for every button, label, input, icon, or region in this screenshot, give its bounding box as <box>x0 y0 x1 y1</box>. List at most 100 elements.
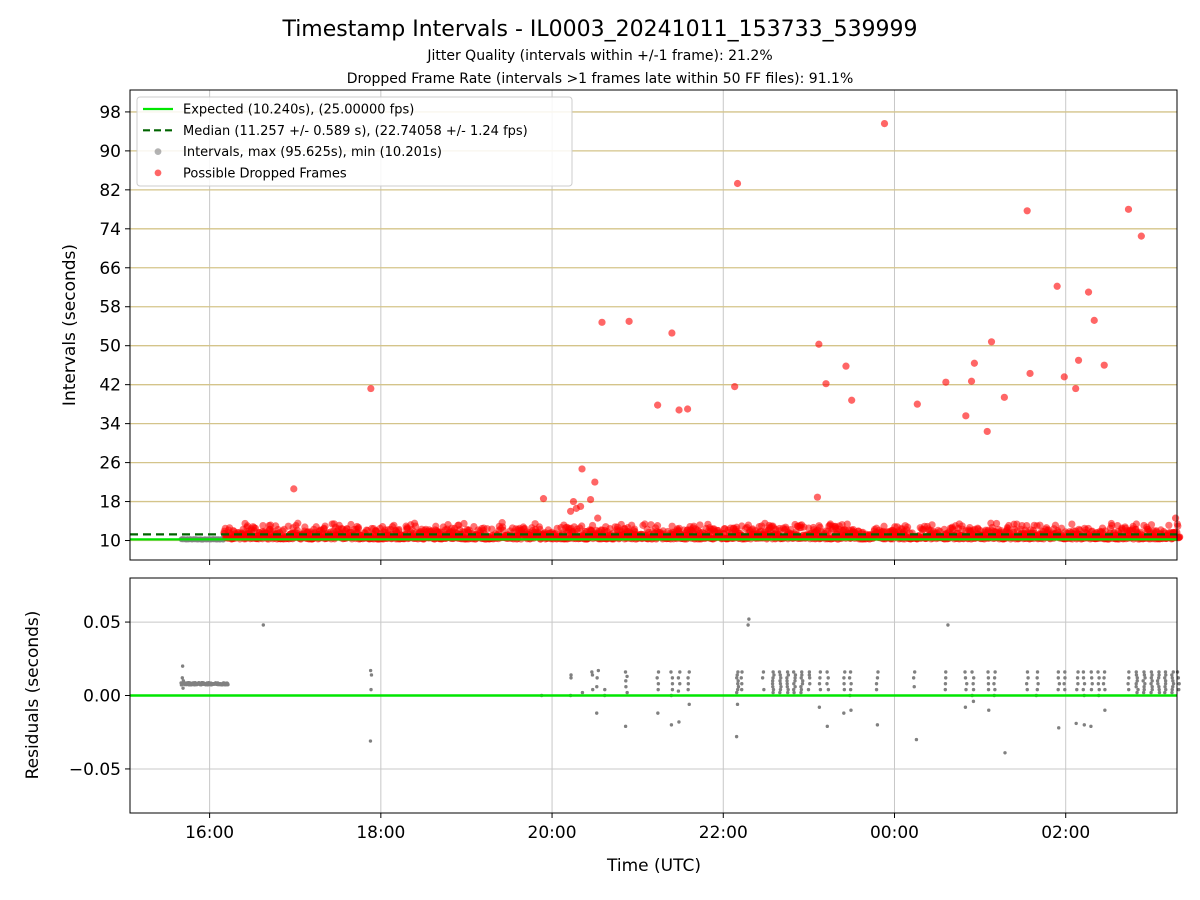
residual-point <box>686 687 690 692</box>
residual-point <box>786 687 790 692</box>
residual-point <box>992 676 997 680</box>
residual-point <box>1170 690 1174 695</box>
top-ytick-label: 18 <box>99 493 121 513</box>
residual-point <box>1150 687 1154 692</box>
residual-point <box>1149 690 1153 695</box>
residual-point <box>656 711 660 715</box>
residual-point <box>963 705 968 709</box>
dropped-frame-point <box>983 427 991 436</box>
residual-point <box>623 724 628 729</box>
residual-point <box>1134 682 1138 686</box>
residual-point <box>762 687 766 692</box>
residual-point <box>735 690 739 695</box>
residual-point <box>1056 676 1061 680</box>
dropped-frame-point <box>962 412 970 420</box>
residual-point <box>965 682 969 686</box>
residual-point <box>842 711 846 715</box>
residual-point <box>1170 687 1174 692</box>
legend-label: Median (11.257 +/- 0.589 s), (22.74058 +… <box>183 124 528 139</box>
residual-point <box>1134 673 1139 677</box>
dropped-frame-point <box>942 378 950 386</box>
dropped-frame-point <box>259 522 267 530</box>
residual-point <box>964 687 968 692</box>
residual-point <box>970 670 974 674</box>
residual-point <box>946 623 950 627</box>
residual-point <box>625 674 629 679</box>
residual-point <box>1089 670 1093 674</box>
residual-point <box>369 673 374 677</box>
residual-point <box>1135 690 1139 695</box>
residual-point <box>1164 673 1168 677</box>
residual-point <box>1082 682 1087 686</box>
residual-point <box>740 682 744 686</box>
residual-point <box>1141 679 1145 683</box>
residual-point <box>1136 687 1140 692</box>
residual-point <box>943 682 948 686</box>
residual-point <box>771 684 775 689</box>
residual-point <box>1163 679 1168 683</box>
dropped-frame-point <box>1174 522 1182 530</box>
intervals-panel: 10 18 26 34 42 50 58 66 74 82 90 98 Expected (10.240… <box>99 89 1184 565</box>
top-ytick-label: 74 <box>99 220 121 240</box>
residual-point <box>261 623 266 627</box>
residual-point <box>761 670 766 674</box>
top-ytick-label: 66 <box>99 259 121 279</box>
residual-point <box>1025 687 1029 692</box>
residual-point <box>1003 751 1007 755</box>
residual-point <box>1142 673 1147 677</box>
residual-point <box>808 682 812 686</box>
dropped-frame-point <box>913 400 921 408</box>
residual-point <box>686 682 691 686</box>
residual-point <box>591 687 595 692</box>
residual-point <box>1056 687 1060 692</box>
dropped-frame-point <box>1176 533 1184 541</box>
bottom-xtick-label: 20:00 <box>528 823 577 843</box>
residual-point <box>1062 682 1066 686</box>
residual-point <box>746 623 750 627</box>
residual-point <box>1150 684 1154 689</box>
residual-point <box>971 682 975 686</box>
residual-point <box>1175 670 1180 674</box>
residual-point <box>595 676 599 680</box>
dropped-frame-point <box>539 495 548 503</box>
residual-point <box>771 690 775 695</box>
dropped-frame-point <box>1137 232 1145 240</box>
residual-point <box>624 679 628 683</box>
residual-point <box>770 679 775 683</box>
dropped-frame-point <box>813 493 822 501</box>
dropped-frame-point <box>903 523 912 531</box>
residual-point <box>1170 676 1174 680</box>
dropped-frame-point <box>569 497 578 506</box>
residual-point <box>1096 682 1101 686</box>
dropped-frame-point <box>460 519 468 528</box>
top-ytick-label: 90 <box>99 142 121 162</box>
residual-point <box>1135 676 1139 680</box>
residual-point <box>676 689 681 693</box>
residual-point <box>1103 708 1107 712</box>
residual-point <box>226 682 230 687</box>
residual-point <box>786 690 790 695</box>
dropped-frame-point <box>578 465 586 473</box>
chart-subtitle-jitter: Jitter Quality (intervals within +/-1 fr… <box>426 48 772 64</box>
residual-point <box>1127 670 1131 674</box>
residual-point <box>1163 682 1168 686</box>
residual-point <box>1075 676 1080 680</box>
residual-point <box>1164 687 1168 692</box>
residual-point <box>1090 682 1094 686</box>
residual-point <box>1157 670 1161 674</box>
residual-point <box>1156 676 1161 680</box>
residual-point <box>1089 687 1094 692</box>
dropped-frame-point <box>822 380 830 388</box>
residual-point <box>1171 679 1175 683</box>
residual-point <box>1057 726 1061 730</box>
residual-point <box>625 690 629 695</box>
dropped-frame-point <box>1060 373 1068 381</box>
residual-point <box>670 687 675 692</box>
residual-point <box>181 679 186 683</box>
top-ytick-label: 82 <box>99 181 121 201</box>
residual-point <box>1134 684 1138 689</box>
residual-point <box>1149 670 1154 674</box>
dropped-frame-point <box>684 405 692 413</box>
residual-point <box>785 676 789 680</box>
